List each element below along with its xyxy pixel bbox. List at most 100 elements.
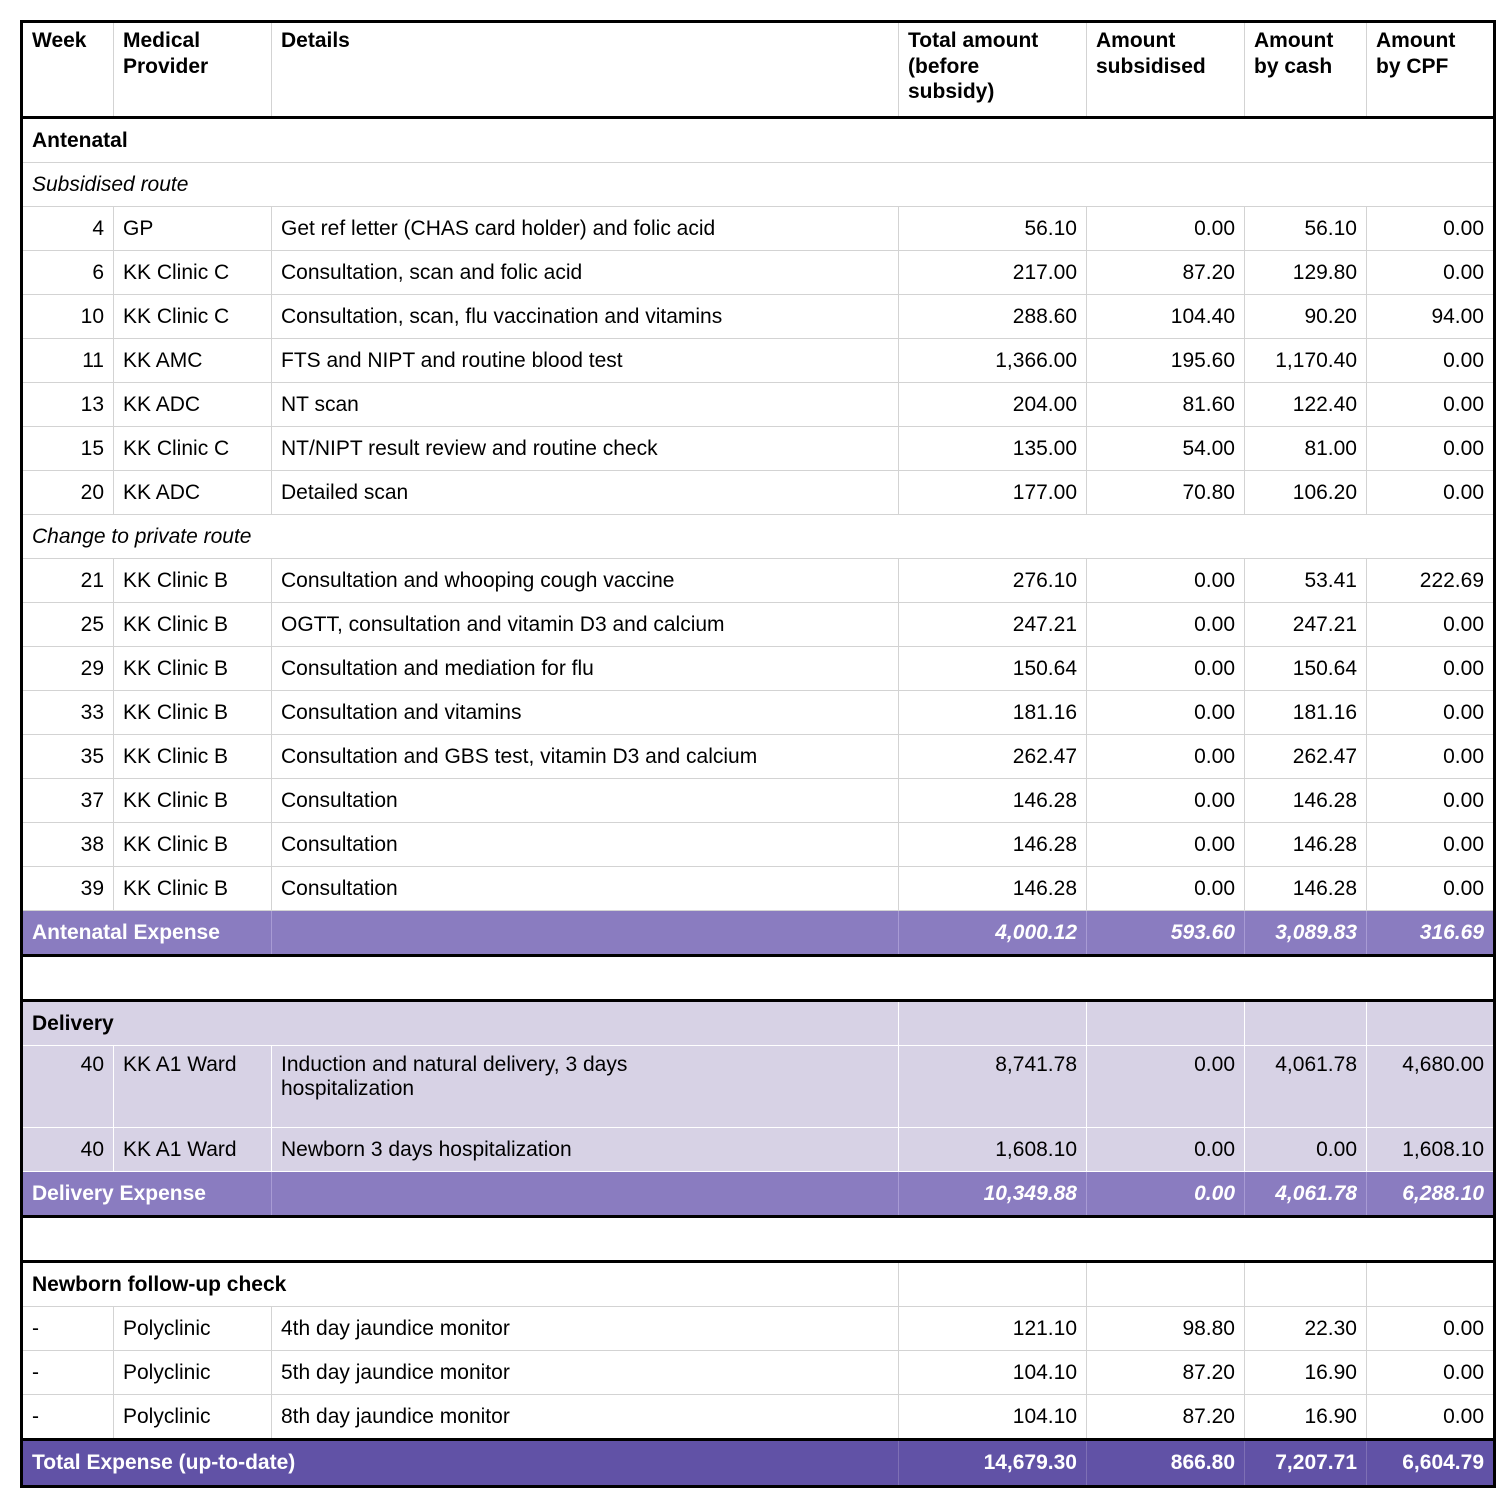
amount-cash-cell[interactable]: 16.90 (1244, 1394, 1367, 1440)
amount-cash-cell[interactable]: 247.21 (1244, 602, 1367, 647)
details-cell[interactable]: Consultation and whooping cough vaccine (271, 558, 899, 603)
grand-total-label[interactable]: Total Expense (up-to-date) (21, 1438, 899, 1487)
amount-cash-cell[interactable]: 181.16 (1244, 690, 1367, 735)
total-amount-cell[interactable]: 150.64 (898, 646, 1087, 691)
total-amount-cell[interactable] (898, 1000, 1087, 1046)
antenatal-expense-label[interactable]: Antenatal Expense (21, 910, 272, 957)
week-cell[interactable]: 21 (21, 558, 114, 603)
amount-cpf-cell[interactable]: 0.00 (1366, 866, 1495, 911)
total-amount-cell[interactable]: 247.21 (898, 602, 1087, 647)
column-header-amount-by-cpf[interactable]: Amount by CPF (1366, 21, 1495, 119)
week-cell[interactable]: 11 (21, 338, 114, 383)
amount-cash-cell[interactable] (1244, 1261, 1367, 1307)
amount-cpf-cell[interactable]: 6,288.10 (1366, 1171, 1495, 1218)
amount-cpf-cell[interactable] (1366, 1000, 1495, 1046)
total-amount-cell[interactable]: 288.60 (898, 294, 1087, 339)
column-header-total-amount[interactable]: Total amount (before subsidy) (898, 21, 1087, 119)
total-amount-cell[interactable]: 1,608.10 (898, 1127, 1087, 1172)
total-amount-cell[interactable]: 14,679.30 (898, 1438, 1087, 1487)
amount-cash-cell[interactable]: 81.00 (1244, 426, 1367, 471)
amount-cpf-cell[interactable]: 0.00 (1366, 206, 1495, 251)
amount-cash-cell[interactable]: 0.00 (1244, 1127, 1367, 1172)
column-header-medical-provider[interactable]: Medical Provider (113, 21, 272, 119)
amount-cash-cell[interactable] (1244, 1000, 1367, 1046)
amount-cash-cell[interactable]: 150.64 (1244, 646, 1367, 691)
amount-cash-cell[interactable]: 146.28 (1244, 822, 1367, 867)
provider-cell[interactable]: KK Clinic B (113, 558, 272, 603)
details-cell[interactable]: OGTT, consultation and vitamin D3 and ca… (271, 602, 899, 647)
amount-subsidised-cell[interactable]: 0.00 (1086, 602, 1245, 647)
total-amount-cell[interactable]: 276.10 (898, 558, 1087, 603)
amount-subsidised-cell[interactable]: 0.00 (1086, 558, 1245, 603)
week-cell[interactable]: 40 (21, 1127, 114, 1172)
amount-cpf-cell[interactable]: 0.00 (1366, 690, 1495, 735)
amount-subsidised-cell[interactable]: 593.60 (1086, 910, 1245, 957)
column-header-amount-subsidised[interactable]: Amount subsidised (1086, 21, 1245, 119)
week-cell[interactable]: 35 (21, 734, 114, 779)
provider-cell[interactable]: KK Clinic B (113, 646, 272, 691)
total-amount-cell[interactable]: 146.28 (898, 866, 1087, 911)
details-cell[interactable]: NT/NIPT result review and routine check (271, 426, 899, 471)
amount-subsidised-cell[interactable]: 0.00 (1086, 690, 1245, 735)
details-cell[interactable]: Consultation, scan and folic acid (271, 250, 899, 295)
section-label-private-route[interactable]: Change to private route (21, 514, 1495, 559)
amount-cpf-cell[interactable]: 6,604.79 (1366, 1438, 1495, 1487)
amount-cpf-cell[interactable]: 0.00 (1366, 338, 1495, 383)
amount-cpf-cell[interactable]: 4,680.00 (1366, 1045, 1495, 1128)
provider-cell[interactable]: KK Clinic C (113, 426, 272, 471)
amount-cash-cell[interactable]: 53.41 (1244, 558, 1367, 603)
amount-subsidised-cell[interactable]: 0.00 (1086, 734, 1245, 779)
column-header-details[interactable]: Details (271, 21, 899, 119)
amount-cpf-cell[interactable]: 0.00 (1366, 470, 1495, 515)
amount-cpf-cell[interactable]: 0.00 (1366, 646, 1495, 691)
amount-cash-cell[interactable]: 22.30 (1244, 1306, 1367, 1351)
section-label-antenatal[interactable]: Antenatal (21, 117, 1495, 163)
amount-cpf-cell[interactable]: 0.00 (1366, 734, 1495, 779)
amount-subsidised-cell[interactable]: 0.00 (1086, 206, 1245, 251)
provider-cell[interactable]: KK Clinic B (113, 734, 272, 779)
amount-cash-cell[interactable]: 146.28 (1244, 778, 1367, 823)
total-amount-cell[interactable]: 56.10 (898, 206, 1087, 251)
amount-cash-cell[interactable]: 146.28 (1244, 866, 1367, 911)
amount-cpf-cell[interactable]: 222.69 (1366, 558, 1495, 603)
amount-cash-cell[interactable]: 16.90 (1244, 1350, 1367, 1395)
provider-cell[interactable]: KK Clinic B (113, 822, 272, 867)
week-cell[interactable]: 40 (21, 1045, 114, 1128)
week-cell[interactable]: 38 (21, 822, 114, 867)
amount-cpf-cell[interactable]: 316.69 (1366, 910, 1495, 957)
amount-subsidised-cell[interactable]: 98.80 (1086, 1306, 1245, 1351)
details-cell[interactable]: Consultation and vitamins (271, 690, 899, 735)
section-label-newborn[interactable]: Newborn follow-up check (21, 1261, 899, 1307)
amount-subsidised-cell[interactable]: 0.00 (1086, 646, 1245, 691)
total-amount-cell[interactable]: 8,741.78 (898, 1045, 1087, 1128)
total-amount-cell[interactable]: 10,349.88 (898, 1171, 1087, 1218)
provider-cell[interactable]: KK Clinic B (113, 778, 272, 823)
amount-cash-cell[interactable]: 90.20 (1244, 294, 1367, 339)
week-cell[interactable]: 29 (21, 646, 114, 691)
total-amount-cell[interactable]: 262.47 (898, 734, 1087, 779)
week-cell[interactable]: 15 (21, 426, 114, 471)
week-cell[interactable]: 37 (21, 778, 114, 823)
amount-subsidised-cell[interactable]: 195.60 (1086, 338, 1245, 383)
details-cell[interactable]: 4th day jaundice monitor (271, 1306, 899, 1351)
total-amount-cell[interactable] (898, 1261, 1087, 1307)
total-amount-cell[interactable]: 121.10 (898, 1306, 1087, 1351)
details-cell[interactable]: 8th day jaundice monitor (271, 1394, 899, 1440)
week-cell[interactable]: 4 (21, 206, 114, 251)
details-cell[interactable]: 5th day jaundice monitor (271, 1350, 899, 1395)
total-amount-cell[interactable]: 1,366.00 (898, 338, 1087, 383)
amount-subsidised-cell[interactable]: 81.60 (1086, 382, 1245, 427)
amount-cpf-cell[interactable] (1366, 1261, 1495, 1307)
amount-cash-cell[interactable]: 106.20 (1244, 470, 1367, 515)
column-header-amount-by-cash[interactable]: Amount by cash (1244, 21, 1367, 119)
amount-subsidised-cell[interactable]: 104.40 (1086, 294, 1245, 339)
provider-cell[interactable]: KK A1 Ward (113, 1127, 272, 1172)
week-cell[interactable]: 20 (21, 470, 114, 515)
total-amount-cell[interactable]: 104.10 (898, 1394, 1087, 1440)
details-cell[interactable]: FTS and NIPT and routine blood test (271, 338, 899, 383)
provider-cell[interactable]: KK Clinic B (113, 690, 272, 735)
provider-cell[interactable]: KK AMC (113, 338, 272, 383)
total-amount-cell[interactable]: 146.28 (898, 778, 1087, 823)
details-cell[interactable]: NT scan (271, 382, 899, 427)
details-cell[interactable]: Newborn 3 days hospitalization (271, 1127, 899, 1172)
